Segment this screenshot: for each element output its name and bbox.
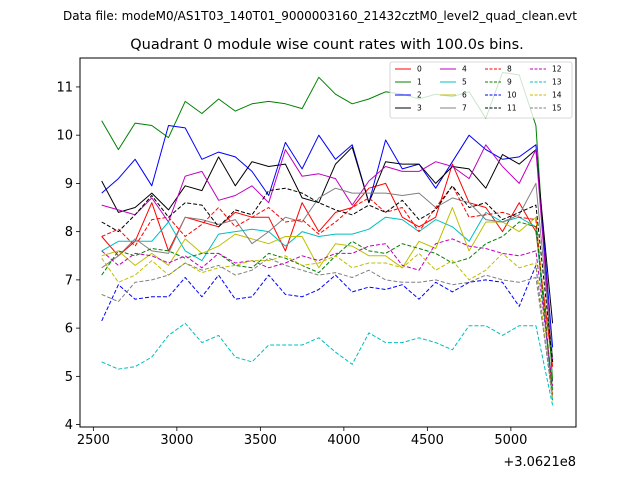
series-line-0 [101,163,554,367]
legend-label-14: 14 [552,91,562,100]
series-line-7 [101,182,554,358]
x-tick-label: 5000 [494,433,527,448]
y-tick-label: 6 [65,322,73,337]
y-tick-label: 11 [56,80,73,95]
legend-label-12: 12 [552,65,562,74]
legend-label-1: 1 [417,78,422,87]
y-tick-label: 8 [65,225,73,240]
legend-label-3: 3 [417,104,422,113]
x-tick-label: 2500 [77,433,110,448]
legend-label-13: 13 [552,78,562,87]
series-line-4 [101,144,554,362]
legend-label-2: 2 [417,91,422,100]
y-tick-label: 4 [65,418,73,433]
axes-frame [79,57,577,428]
y-tick-label: 5 [65,370,73,385]
legend-label-6: 6 [462,91,467,100]
series-line-12 [101,238,554,387]
series-line-15 [101,257,554,396]
x-offset-label: +3.0621e8 [503,455,576,470]
legend-label-4: 4 [462,65,467,74]
legend-label-7: 7 [462,104,467,113]
series-line-9 [101,221,554,391]
series-group [101,72,554,406]
y-axis: 4 5 6 7 8 9 10 11 [56,80,80,433]
chart-title: Quadrant 0 module wise count rates with … [130,37,524,53]
legend-label-15: 15 [552,104,562,113]
series-line-2 [101,125,554,348]
legend-label-5: 5 [462,78,467,87]
series-line-10 [101,264,554,401]
series-line-14 [101,252,554,401]
x-tick-label: 3000 [160,433,193,448]
y-tick-label: 9 [65,177,73,192]
legend-frame [389,61,573,119]
x-tick-label: 3500 [244,433,277,448]
series-line-13 [101,322,554,406]
legend-label-10: 10 [507,91,517,100]
y-tick-label: 7 [65,273,73,288]
series-line-8 [101,185,554,396]
legend-label-0: 0 [417,65,422,74]
legend-label-11: 11 [507,104,517,113]
x-tick-label: 4000 [327,433,360,448]
series-line-11 [101,185,554,362]
series-line-6 [101,207,554,396]
x-tick-label: 4500 [411,433,444,448]
y-tick-label: 10 [56,129,73,144]
legend-label-9: 9 [507,78,512,87]
legend-label-8: 8 [507,65,512,74]
chart-suptitle: Data file: modeM0/AS1T03_140T01_90000031… [63,9,577,23]
x-axis: 2500 3000 3500 4000 4500 5000 [77,427,527,448]
